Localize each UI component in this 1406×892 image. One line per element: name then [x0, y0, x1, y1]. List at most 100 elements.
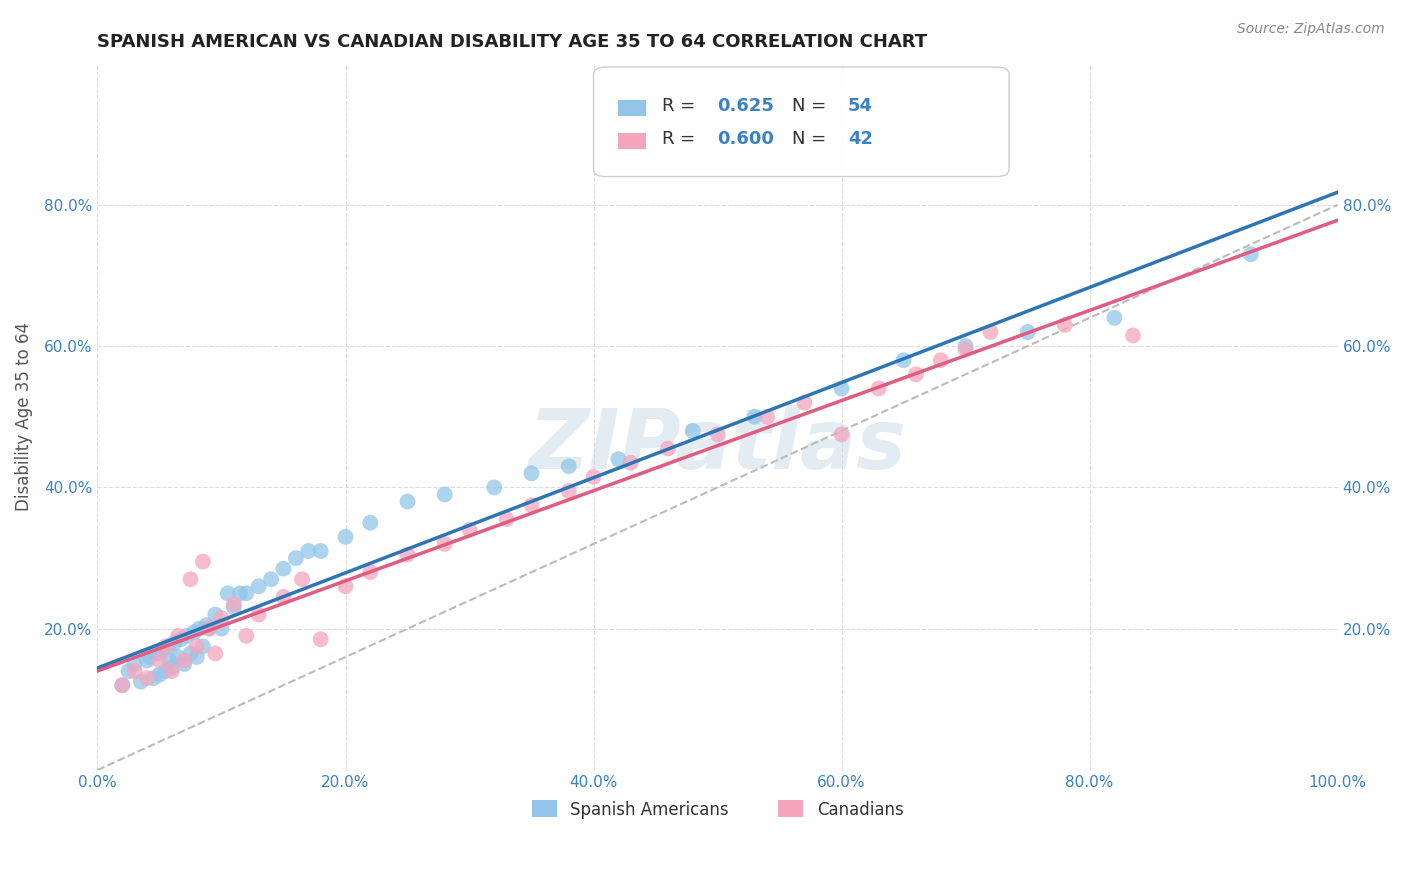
Point [657, 442, 679, 456]
Text: SPANISH AMERICAN VS CANADIAN DISABILITY AGE 35 TO 64 CORRELATION CHART: SPANISH AMERICAN VS CANADIAN DISABILITY … [97, 33, 928, 51]
Point [520, 498, 543, 512]
FancyBboxPatch shape [619, 134, 645, 149]
Point [396, 548, 419, 562]
Point [124, 657, 146, 671]
Legend: Spanish Americans, Canadians: Spanish Americans, Canadians [524, 794, 910, 825]
Point [160, 660, 183, 674]
Point [793, 395, 815, 409]
Text: 0.600: 0.600 [717, 130, 775, 148]
Point [868, 382, 890, 396]
Point [495, 512, 517, 526]
Point [163, 636, 186, 650]
Point [260, 572, 283, 586]
Point [148, 667, 170, 681]
Point [198, 622, 221, 636]
Point [359, 565, 381, 579]
Point [359, 516, 381, 530]
Point [173, 657, 195, 671]
Point [620, 456, 643, 470]
Point [744, 409, 766, 424]
Point [297, 544, 319, 558]
Point [222, 600, 245, 615]
Point [217, 586, 239, 600]
Point [247, 607, 270, 622]
Point [284, 551, 307, 566]
Point [188, 622, 211, 636]
Point [1104, 310, 1126, 325]
Point [117, 664, 139, 678]
Text: ZIPatlas: ZIPatlas [529, 404, 907, 485]
Point [211, 622, 233, 636]
Point [682, 424, 704, 438]
Point [582, 470, 605, 484]
Point [955, 339, 977, 353]
Point [160, 664, 183, 678]
Point [136, 653, 159, 667]
Point [607, 452, 630, 467]
Point [155, 640, 177, 654]
Point [191, 555, 214, 569]
Point [138, 650, 160, 665]
Point [169, 632, 191, 647]
Point [186, 640, 208, 654]
Point [129, 674, 152, 689]
Point [235, 629, 257, 643]
Point [1053, 318, 1076, 332]
Text: R =: R = [662, 97, 700, 115]
Point [1017, 325, 1039, 339]
Point [136, 671, 159, 685]
Point [150, 643, 173, 657]
Point [904, 368, 927, 382]
Text: N =: N = [792, 97, 832, 115]
Point [157, 653, 180, 667]
Point [235, 586, 257, 600]
Point [1240, 247, 1263, 261]
Point [183, 625, 205, 640]
Point [167, 629, 190, 643]
Point [179, 647, 201, 661]
Y-axis label: Disability Age 35 to 64: Disability Age 35 to 64 [15, 322, 32, 511]
Point [273, 561, 295, 575]
Point [191, 640, 214, 654]
Point [204, 647, 226, 661]
Point [893, 353, 915, 368]
Point [558, 483, 581, 498]
Point [173, 653, 195, 667]
Point [979, 325, 1001, 339]
Point [229, 586, 252, 600]
Point [484, 480, 506, 494]
Point [167, 650, 190, 665]
Point [291, 572, 314, 586]
Point [157, 640, 180, 654]
Text: R =: R = [662, 130, 700, 148]
Point [142, 671, 165, 685]
Point [195, 618, 218, 632]
Point [929, 353, 952, 368]
FancyBboxPatch shape [619, 100, 645, 116]
Point [155, 664, 177, 678]
Text: 0.625: 0.625 [717, 97, 775, 115]
Point [706, 427, 728, 442]
Point [309, 544, 332, 558]
Text: 42: 42 [848, 130, 873, 148]
Point [756, 409, 779, 424]
Point [186, 650, 208, 665]
Point [558, 459, 581, 474]
Point [222, 597, 245, 611]
Point [831, 382, 853, 396]
Point [433, 487, 456, 501]
Point [831, 427, 853, 442]
Point [146, 647, 169, 661]
FancyBboxPatch shape [593, 67, 1010, 177]
Point [273, 590, 295, 604]
Point [111, 678, 134, 692]
Point [179, 572, 201, 586]
Point [211, 611, 233, 625]
Point [124, 664, 146, 678]
Point [396, 494, 419, 508]
Point [1122, 328, 1144, 343]
Point [955, 343, 977, 357]
Point [335, 530, 357, 544]
Point [520, 467, 543, 481]
Point [148, 653, 170, 667]
